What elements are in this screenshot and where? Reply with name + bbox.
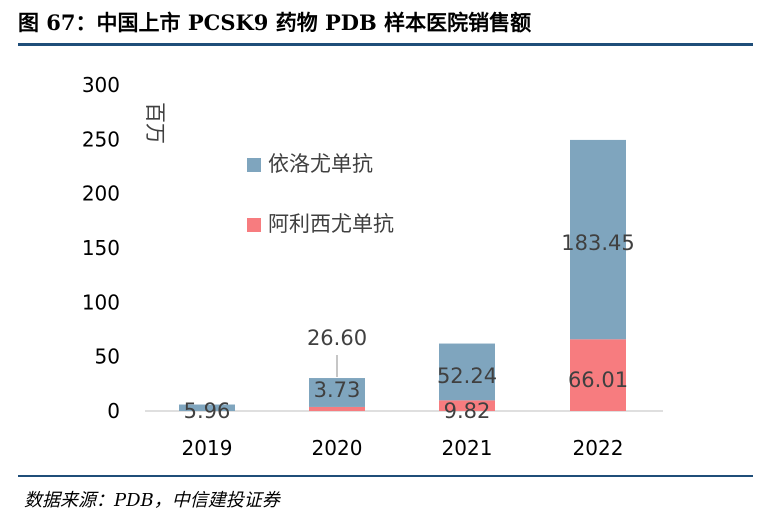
title-rule (18, 43, 753, 46)
y-tick-label: 200 (82, 182, 120, 206)
bar-segment (570, 339, 626, 411)
x-tick-label: 2022 (573, 436, 624, 460)
x-tick-label: 2021 (442, 436, 493, 460)
data-label: 66.01 (568, 368, 628, 392)
y-tick-label: 50 (95, 345, 120, 369)
axes: 0 50 100 150 200 250 300 百万 2019 2020 2021 2022 (82, 73, 663, 460)
data-label: 26.60 (307, 326, 367, 350)
data-label: 3.73 (314, 378, 361, 402)
legend-swatch (247, 218, 261, 232)
bar-segment (439, 400, 495, 411)
data-label: 9.82 (444, 399, 491, 423)
bars (179, 139, 626, 411)
bar-segment (570, 139, 626, 340)
source-rule (18, 475, 753, 477)
bar-segment (309, 378, 365, 407)
y-tick-label: 100 (82, 290, 120, 314)
x-tick-label: 2020 (312, 436, 363, 460)
data-label: 183.45 (561, 231, 634, 255)
y-axis-unit-label: 百万 (143, 102, 167, 144)
data-label: 5.96 (184, 399, 231, 423)
data-labels: 3.73 9.82 66.01 5.96 26.60 52.24 183.45 (184, 231, 635, 423)
data-label: 52.24 (437, 364, 497, 388)
bar-segment (309, 406, 365, 411)
y-tick-label: 150 (82, 236, 120, 260)
source-note: 数据来源：PDB，中信建投证券 (24, 490, 280, 511)
y-tick-label: 0 (107, 399, 120, 423)
bar-segment (439, 343, 495, 401)
legend-label: 依洛尤单抗 (268, 152, 373, 176)
legend-label: 阿利西尤单抗 (268, 212, 394, 236)
legend-swatch (247, 158, 261, 172)
x-tick-label: 2019 (182, 436, 233, 460)
bar-segment (179, 404, 235, 411)
y-tick-label: 250 (82, 127, 120, 151)
figure-title: 图 67：中国上市 PCSK9 药物 PDB 样本医院销售额 (18, 10, 532, 35)
y-tick-label: 300 (82, 73, 120, 97)
